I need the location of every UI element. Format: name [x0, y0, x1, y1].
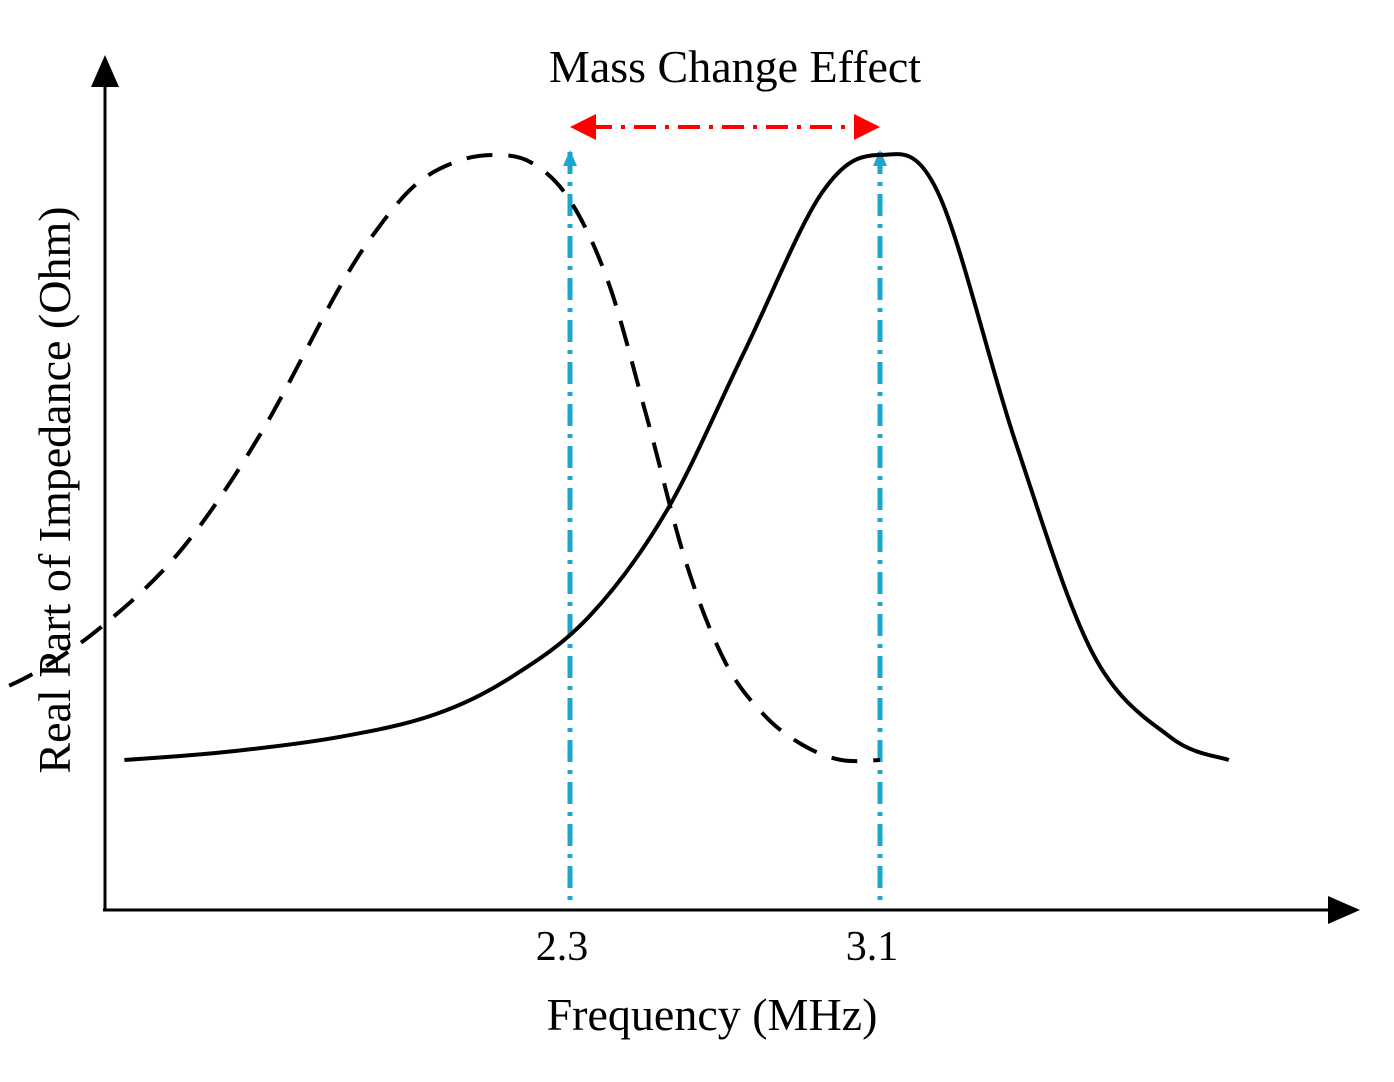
x-tick-labels: 2.3 3.1 — [536, 924, 899, 970]
mass-change-arrowhead-left — [570, 114, 596, 140]
y-axis-label: Real Part of Impedance (Ohm) — [29, 206, 80, 773]
axes — [91, 55, 1360, 924]
y-axis-arrowhead — [91, 55, 119, 87]
x-axis-arrowhead — [1328, 896, 1360, 924]
series-after-mass-change — [124, 152, 1230, 762]
series-before-mass-change — [0, 152, 881, 764]
mass-change-arrowhead-right — [854, 114, 880, 140]
reference-line-arrowhead-3-1 — [873, 150, 887, 166]
curves — [0, 152, 1230, 764]
reference-line-arrowhead-2-3 — [563, 150, 577, 166]
x-tick-label-2-3: 2.3 — [536, 924, 589, 970]
x-tick-label-3-1: 3.1 — [846, 924, 899, 970]
x-axis-label: Frequency (MHz) — [547, 989, 878, 1040]
chart-title: Mass Change Effect — [549, 41, 921, 92]
mass-change-arrow — [570, 114, 880, 140]
reference-lines — [563, 150, 887, 908]
